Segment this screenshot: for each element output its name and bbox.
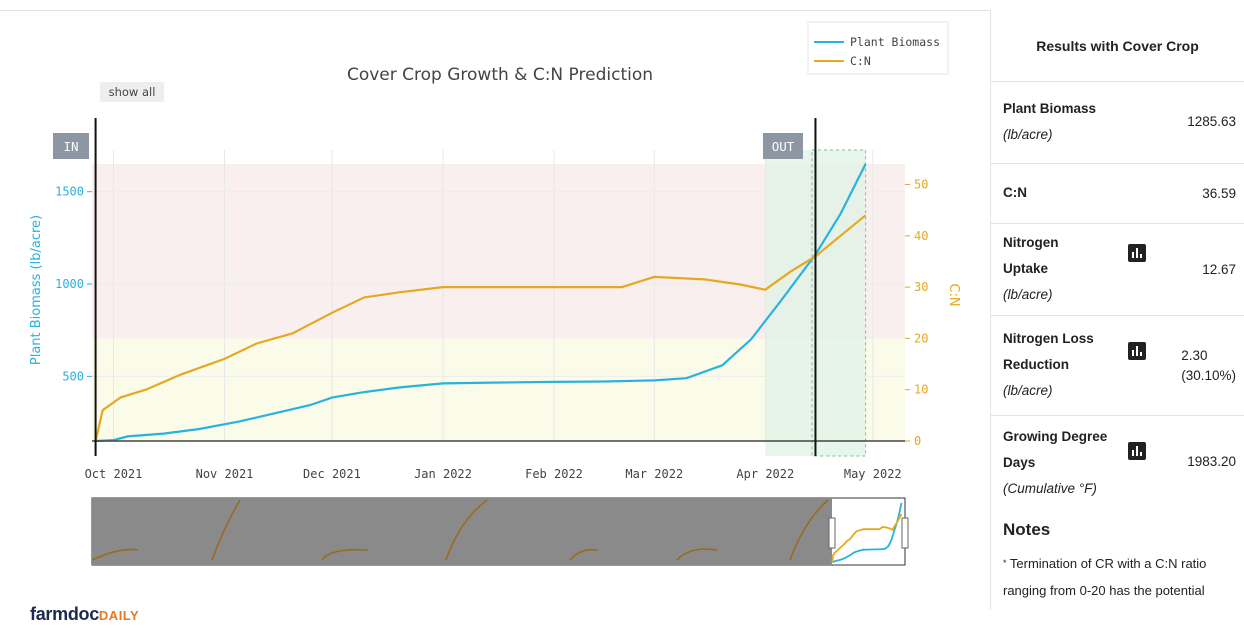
result-nitrogen-uptake: Nitrogen Uptake (lb/acre) 12.67 <box>991 224 1244 316</box>
out-marker-label: OUT <box>772 139 795 154</box>
chart-title: Cover Crop Growth & C:N Prediction <box>347 65 653 85</box>
range-slider-mask <box>92 498 832 565</box>
farmdoc-logo: farmdocDAILY <box>30 604 140 624</box>
y-right-tick-label: 10 <box>914 383 928 397</box>
result-unit: (lb/acre) <box>1003 287 1053 302</box>
y-axis-left-label: Plant Biomass (lb/acre) <box>29 215 44 365</box>
x-tick-label: May 2022 <box>844 467 902 481</box>
y-right-tick-label: 0 <box>914 434 921 448</box>
result-nitrogen-loss: Nitrogen Loss Reduction (lb/acre) 2.30 (… <box>991 316 1244 416</box>
series-line-0 <box>95 163 867 443</box>
svg-text:show all: show all <box>109 85 156 99</box>
y-left-tick-label: 500 <box>62 369 84 383</box>
legend-plant-biomass: Plant Biomass <box>850 35 940 49</box>
y-right-tick-label: 20 <box>914 331 928 345</box>
range-slider-left-handle[interactable] <box>828 517 836 549</box>
result-value-main: 2.30 <box>1181 348 1208 363</box>
results-panel: Results with Cover Crop Plant Biomass (l… <box>990 10 1244 610</box>
result-unit: (Cumulative °F) <box>1003 481 1097 496</box>
result-label-line2: Days <box>1003 455 1036 470</box>
bar-chart-icon[interactable] <box>1128 244 1146 262</box>
result-cn: C:N 36.59 <box>991 164 1244 224</box>
result-value: 1285.63 <box>1187 114 1236 129</box>
result-unit: (lb/acre) <box>1003 383 1053 398</box>
x-tick-label: Oct 2021 <box>85 467 143 481</box>
in-marker-badge <box>53 133 89 159</box>
show-all-button[interactable]: show all <box>100 82 164 102</box>
x-tick-label: Feb 2022 <box>525 467 583 481</box>
y-right-tick-label: 40 <box>914 229 928 243</box>
notes-text: * Termination of CR with a C:N ratio ran… <box>1003 550 1243 604</box>
legend-cn: C:N <box>850 54 871 68</box>
x-tick-label: Mar 2022 <box>625 467 683 481</box>
result-label-line1: Growing Degree <box>1003 429 1108 444</box>
y-left-tick-label: 1500 <box>55 185 84 199</box>
range-slider-ghost-2 <box>321 548 369 561</box>
out-marker-badge <box>763 133 803 159</box>
result-unit: (lb/acre) <box>1003 127 1053 142</box>
x-tick-label: Dec 2021 <box>303 467 361 481</box>
result-label-line2: Reduction <box>1003 357 1069 372</box>
range-slider-ghost-3 <box>445 499 488 561</box>
range-slider-right-handle[interactable] <box>901 517 909 549</box>
x-tick-label: Jan 2022 <box>414 467 472 481</box>
result-label-line2: Uptake <box>1003 261 1049 276</box>
notes-title: Notes <box>1003 520 1051 539</box>
range-slider-ghost-4 <box>569 548 599 561</box>
y-axis-right-label: C:N <box>946 283 961 306</box>
result-label: C:N <box>1003 185 1027 200</box>
result-value: 12.67 <box>1202 262 1236 277</box>
bar-chart-icon[interactable] <box>1128 442 1146 460</box>
result-value-sub: (30.10%) <box>1181 368 1236 383</box>
result-value: 36.59 <box>1202 186 1236 201</box>
range-slider-ghost-6 <box>789 499 829 561</box>
legend: Plant Biomass C:N <box>807 21 949 75</box>
result-growing-degree-days: Growing Degree Days (Cumulative °F) 1983… <box>991 416 1244 508</box>
notes-marker: * <box>1003 558 1007 568</box>
range-slider-ghost-0 <box>91 548 139 561</box>
range-slider-series-0 <box>832 502 903 563</box>
result-label: Plant Biomass <box>1003 101 1097 116</box>
in-marker-label: IN <box>63 139 78 154</box>
range-slider-ghost-1 <box>211 499 241 561</box>
x-tick-label: Apr 2022 <box>736 467 794 481</box>
y-right-tick-label: 50 <box>914 178 928 192</box>
bar-chart-icon[interactable] <box>1128 342 1146 360</box>
result-label-line1: Nitrogen Loss <box>1003 331 1094 346</box>
results-title: Results with Cover Crop <box>991 10 1244 82</box>
cover-crop-chart: Oct 2021 Nov 2021 Dec 2021 Jan 2022 Feb 2022… <box>29 21 961 566</box>
range-slider-series-1 <box>831 513 903 563</box>
termination-window-outline <box>811 149 867 457</box>
result-label-line1: Nitrogen <box>1003 235 1059 250</box>
range-slider-ghost-5 <box>676 548 718 561</box>
result-value: 2.30 (30.10%) <box>1181 346 1236 386</box>
x-tick-label: Nov 2021 <box>196 467 254 481</box>
result-plant-biomass: Plant Biomass (lb/acre) 1285.63 <box>991 82 1244 164</box>
y-right-tick-label: 30 <box>914 280 928 294</box>
series-line-1 <box>94 214 867 442</box>
result-value: 1983.20 <box>1187 454 1236 469</box>
notes-body: Termination of CR with a C:N ratio rangi… <box>1003 556 1207 598</box>
top-rule <box>0 10 990 11</box>
y-left-tick-label: 1000 <box>55 277 84 291</box>
